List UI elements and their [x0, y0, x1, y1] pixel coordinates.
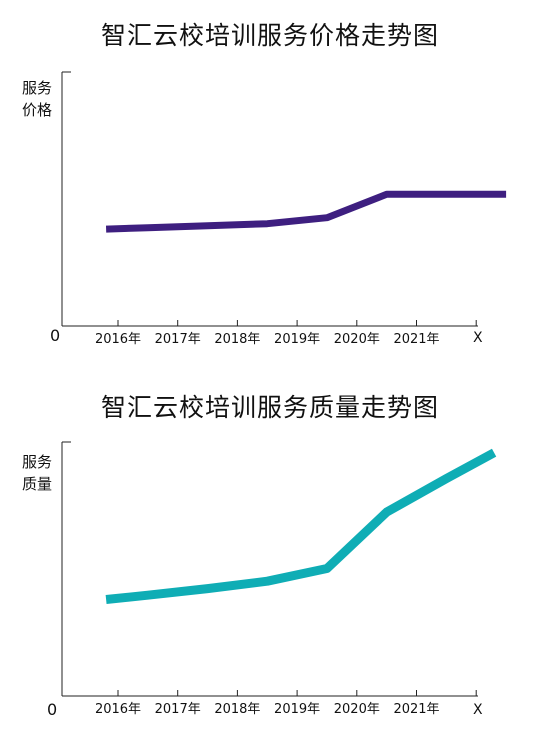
chart-2-x-tick-label: 2019年 [274, 702, 320, 717]
chart-2-x-tick-label: 2021年 [393, 702, 439, 717]
chart-1-x-tick-label: 2021年 [393, 332, 439, 347]
chart-2-x-tick-label: 2018年 [214, 702, 260, 717]
chart-2-x-tick-label: 2017年 [155, 702, 201, 717]
chart-2-x-tick-label: 2020年 [334, 702, 380, 717]
chart-2-x-tick-label: 2016年 [95, 702, 141, 717]
chart-2-zero-label: 0 [47, 700, 58, 719]
chart-2-title: 智汇云校培训服务质量走势图 [100, 393, 439, 422]
chart-1-x-tick-label: 2017年 [155, 332, 201, 347]
chart-2-x-end-label: X [473, 702, 483, 718]
chart-2-plot: 2016年 2017年 2018年 2019年 2020年 2021年 [61, 441, 497, 717]
chart-1-x-tick-label: 2020年 [334, 332, 380, 347]
chart-1-zero-label: 0 [50, 326, 61, 345]
chart-1-x-tick-label: 2016年 [95, 332, 141, 347]
chart-1-series-line [105, 190, 507, 233]
chart-1-plot: 2016年 2017年 2018年 2019年 2020年 2021年 [61, 71, 507, 347]
chart-2-series-line [105, 448, 497, 604]
chart-1-x-tick-label: 2019年 [274, 332, 320, 347]
chart-1-x-tick-label: 2018年 [214, 332, 260, 347]
chart-1-x-end-label: X [473, 330, 483, 346]
chart-1-y-axis-label: 服务价格 [21, 79, 52, 119]
chart-2-y-axis-label: 服务质量 [21, 453, 52, 493]
chart-1-title: 智汇云校培训服务价格走势图 [100, 21, 439, 50]
